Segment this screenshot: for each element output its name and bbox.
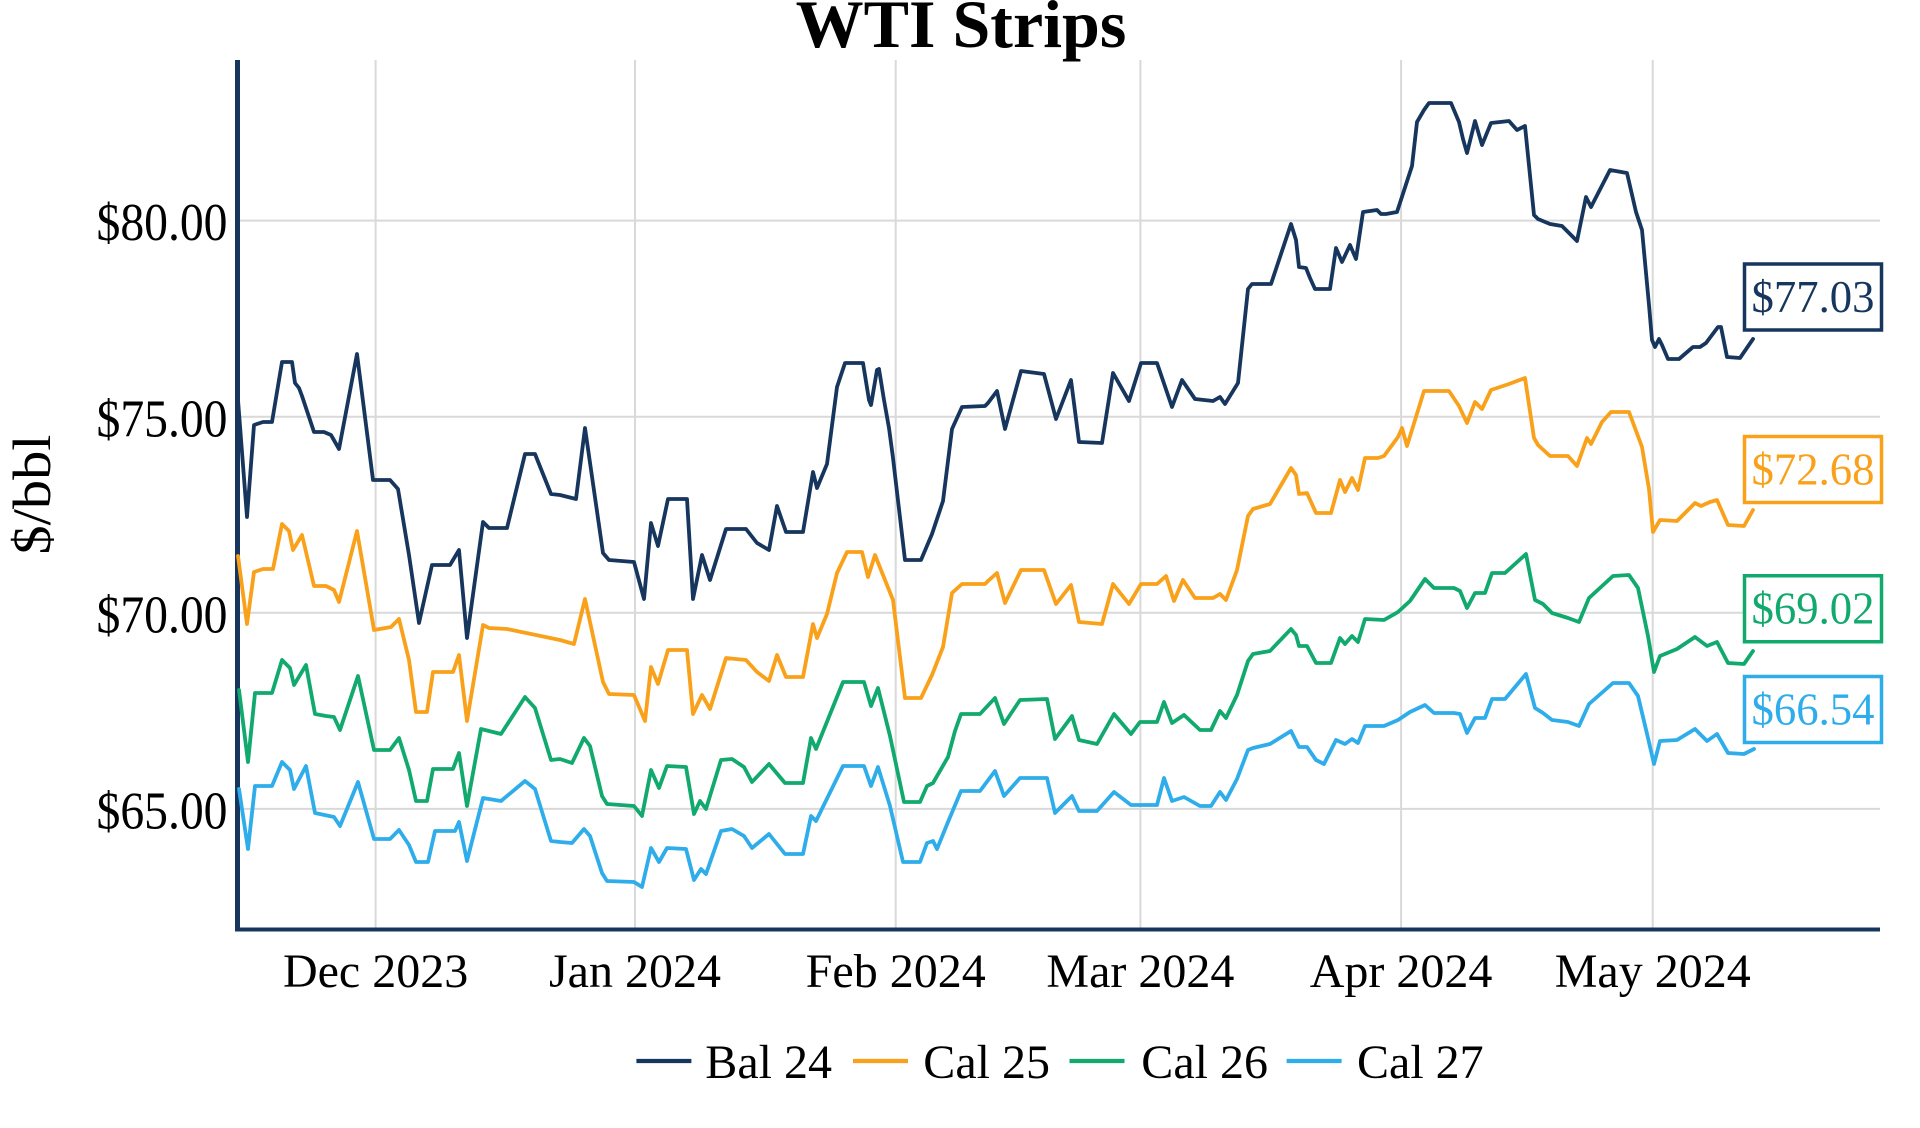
svg-text:May 2024: May 2024	[1555, 945, 1751, 998]
svg-text:$/bbl: $/bbl	[2, 435, 62, 555]
svg-text:Jan 2024: Jan 2024	[549, 945, 721, 998]
svg-text:$69.02: $69.02	[1752, 583, 1875, 634]
svg-text:Feb 2024: Feb 2024	[806, 945, 986, 998]
svg-text:$72.68: $72.68	[1752, 443, 1875, 494]
svg-text:Cal 26: Cal 26	[1141, 1036, 1268, 1089]
svg-text:$66.54: $66.54	[1752, 683, 1875, 734]
svg-text:Mar 2024: Mar 2024	[1046, 945, 1234, 998]
svg-text:$80.00: $80.00	[97, 194, 228, 252]
svg-text:WTI Strips: WTI Strips	[796, 0, 1127, 62]
svg-text:$77.03: $77.03	[1752, 271, 1875, 322]
svg-text:Apr 2024: Apr 2024	[1310, 945, 1493, 998]
svg-text:$70.00: $70.00	[97, 586, 228, 644]
svg-text:$65.00: $65.00	[97, 783, 228, 841]
svg-text:Bal 24: Bal 24	[705, 1036, 832, 1089]
svg-text:Dec 2023: Dec 2023	[283, 945, 468, 998]
svg-text:Cal 27: Cal 27	[1357, 1036, 1484, 1089]
svg-text:Cal 25: Cal 25	[923, 1036, 1050, 1089]
svg-text:$75.00: $75.00	[97, 390, 228, 448]
